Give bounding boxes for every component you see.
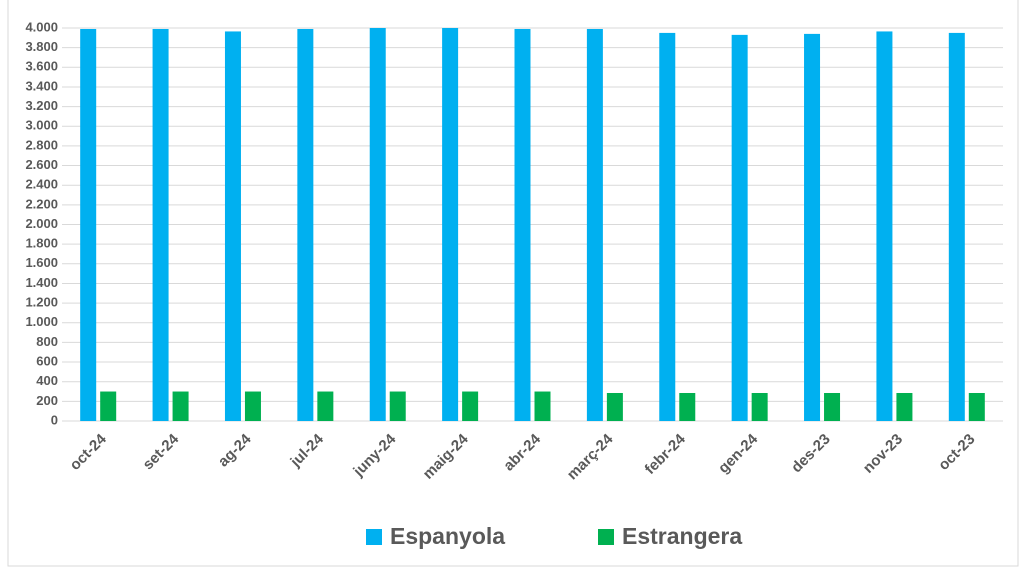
x-tick-label: oct-24	[67, 430, 111, 474]
y-tick-label: 1.800	[25, 236, 58, 251]
bar	[442, 28, 459, 421]
bar	[224, 31, 241, 421]
y-tick-label: 3.400	[25, 78, 58, 93]
bar	[679, 392, 696, 421]
y-tick-label: 3.000	[25, 118, 58, 133]
bar	[80, 28, 97, 421]
x-tick-label: gen-24	[715, 430, 762, 477]
bar	[100, 391, 117, 421]
legend-label: Estrangera	[622, 523, 742, 549]
y-tick-label: 400	[36, 373, 58, 388]
y-tick-label: 3.800	[25, 39, 58, 54]
x-tick-label: des-23	[788, 431, 834, 477]
x-tick-label: jul-24	[287, 430, 328, 471]
bar	[462, 391, 479, 421]
y-tick-label: 1.000	[25, 314, 58, 329]
legend-swatch	[598, 529, 614, 545]
y-tick-label: 2.200	[25, 196, 58, 211]
x-tick-label: abr-24	[500, 430, 544, 474]
bar	[948, 32, 965, 421]
bar	[968, 392, 985, 421]
x-tick-label: juny-24	[350, 430, 400, 480]
bar	[876, 31, 893, 421]
y-tick-label: 600	[36, 353, 58, 368]
legend-label: Espanyola	[390, 523, 505, 549]
y-tick-label: 800	[36, 334, 58, 349]
x-tick-label: oct-23	[935, 431, 978, 474]
y-tick-label: 200	[36, 393, 58, 408]
bar	[586, 28, 603, 421]
x-tick-label: maig-24	[420, 430, 473, 483]
x-tick-label: set-24	[140, 430, 183, 473]
bar	[804, 33, 821, 422]
bar	[297, 28, 314, 421]
x-tick-label: març-24	[564, 430, 617, 483]
legend-swatch	[366, 529, 382, 545]
x-tick-label: ag-24	[215, 430, 255, 470]
chart-border	[7, 0, 1019, 567]
y-tick-label: 4.000	[25, 19, 58, 34]
y-tick-label: 2.800	[25, 137, 58, 152]
x-tick-label: febr-24	[642, 430, 690, 478]
bar	[389, 391, 406, 421]
y-tick-label: 2.000	[25, 216, 58, 231]
y-tick-label: 2.600	[25, 157, 58, 172]
y-tick-label: 1.400	[25, 275, 58, 290]
y-tick-label: 1.200	[25, 295, 58, 310]
y-tick-label: 2.400	[25, 177, 58, 192]
bar	[659, 32, 676, 421]
bar	[896, 392, 913, 421]
bar	[514, 28, 531, 421]
y-tick-label: 0	[51, 412, 58, 427]
bar	[152, 28, 169, 421]
bar	[606, 392, 623, 421]
bar	[751, 392, 768, 421]
y-tick-label: 3.600	[25, 59, 58, 74]
bar	[172, 391, 189, 421]
y-tick-label: 1.600	[25, 255, 58, 270]
bar	[824, 392, 841, 421]
bar	[244, 391, 261, 421]
bar	[317, 391, 334, 421]
x-tick-label: nov-23	[860, 431, 906, 477]
bar	[534, 391, 551, 421]
bar	[731, 34, 748, 421]
y-tick-label: 3.200	[25, 98, 58, 113]
bar	[369, 28, 386, 421]
